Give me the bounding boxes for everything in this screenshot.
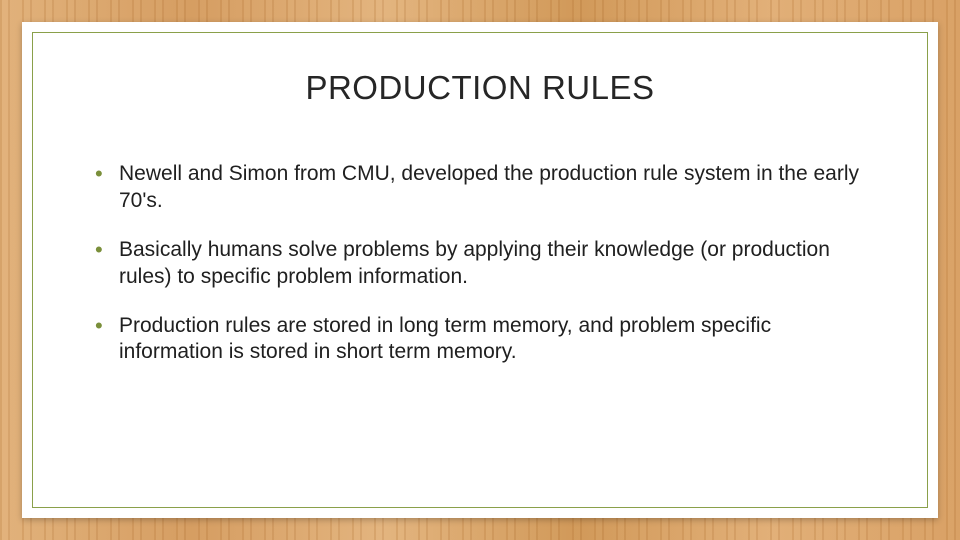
list-item: Production rules are stored in long term… xyxy=(91,313,877,367)
slide-inner-frame: PRODUCTION RULES Newell and Simon from C… xyxy=(32,32,928,508)
list-item: Newell and Simon from CMU, developed the… xyxy=(91,161,877,215)
slide-card: PRODUCTION RULES Newell and Simon from C… xyxy=(22,22,938,518)
list-item: Basically humans solve problems by apply… xyxy=(91,237,877,291)
bullet-list: Newell and Simon from CMU, developed the… xyxy=(83,161,877,366)
slide-title: PRODUCTION RULES xyxy=(83,69,877,107)
